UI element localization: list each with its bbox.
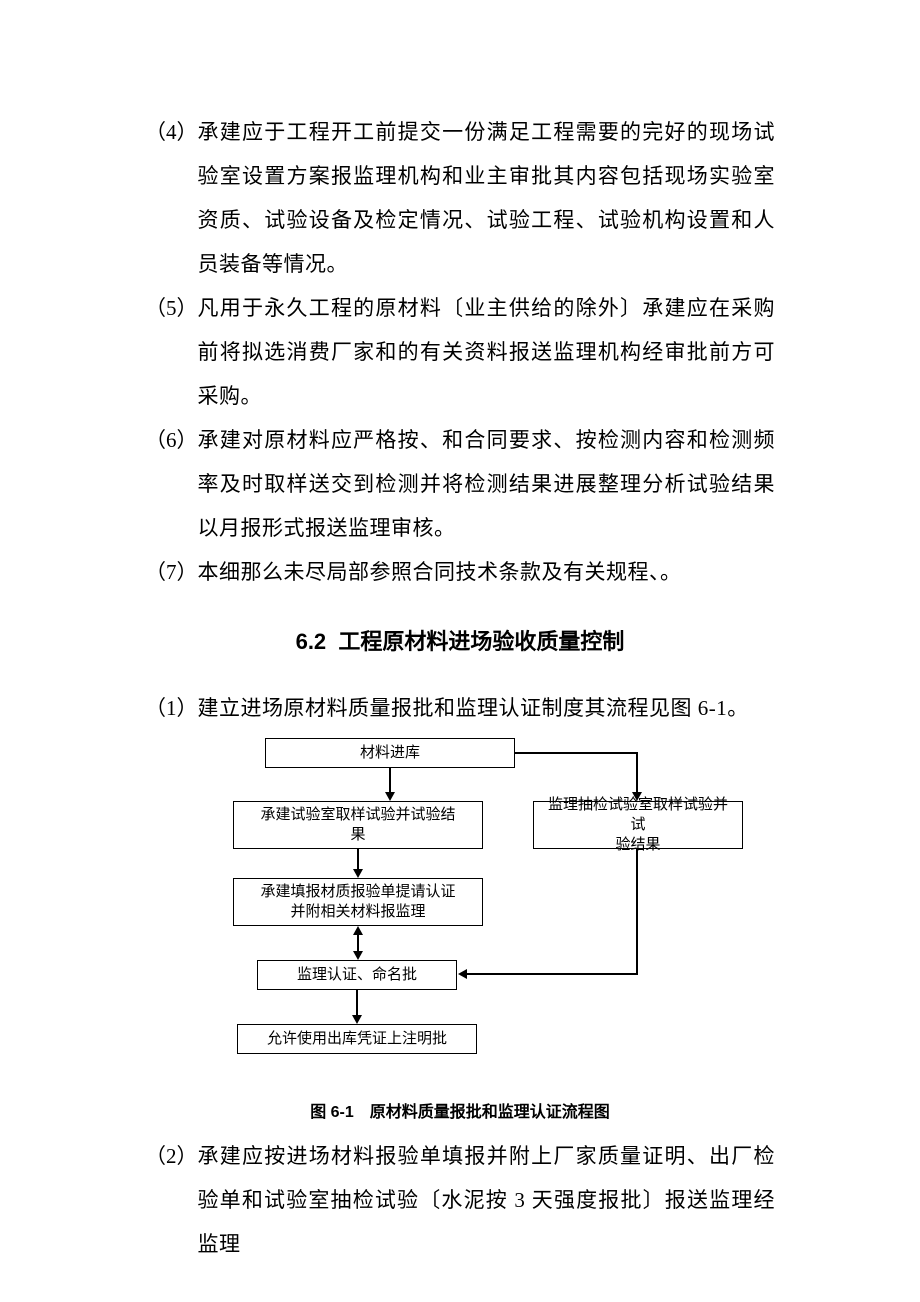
flow-node-2: 承建试验室取样试验并试验结果 — [233, 801, 483, 849]
para-num: （2） — [145, 1134, 198, 1266]
paragraph-4: （4） 承建应于工程开工前提交一份满足工程需要的完好的现场试验室设置方案报监理机… — [145, 110, 775, 286]
paragraph-list-2: （1） 建立进场原材料质量报批和监理认证制度其流程见图 6-1。 — [145, 686, 775, 730]
flow-edge — [357, 849, 359, 870]
para-num: （7） — [145, 550, 198, 594]
arrow-down-icon — [352, 1015, 362, 1024]
paragraph-list: （4） 承建应于工程开工前提交一份满足工程需要的完好的现场试验室设置方案报监理机… — [145, 110, 775, 594]
flowchart: 材料进库 承建试验室取样试验并试验结果 监理抽检试验室取样试验并试验结果 承建填… — [175, 738, 745, 1078]
paragraph-6: （6） 承建对原材料应严格按、和合同要求、按检测内容和检测频率及时取样送交到检测… — [145, 418, 775, 550]
flow-node-6: 允许使用出库凭证上注明批 — [237, 1024, 477, 1054]
arrow-down-icon — [385, 792, 395, 801]
flow-edge — [389, 768, 391, 793]
flow-edge — [515, 752, 638, 754]
para-num: （1） — [145, 686, 198, 730]
flow-node-1: 材料进库 — [265, 738, 515, 768]
para-text: 承建对原材料应严格按、和合同要求、按检测内容和检测频率及时取样送交到检测并将检测… — [198, 418, 776, 550]
arrow-down-icon — [632, 792, 642, 801]
para-text: 本细那么未尽局部参照合同技术条款及有关规程、。 — [198, 550, 682, 594]
para-text: 承建应于工程开工前提交一份满足工程需要的完好的现场试验室设置方案报监理机构和业主… — [198, 110, 776, 286]
paragraph-5: （5） 凡用于永久工程的原材料〔业主供给的除外〕承建应在采购前将拟选消费厂家和的… — [145, 286, 775, 418]
para-num: （6） — [145, 418, 198, 550]
arrow-down-icon — [353, 951, 363, 960]
para-text: 建立进场原材料质量报批和监理认证制度其流程见图 6-1。 — [198, 686, 749, 730]
paragraph-list-3: （2） 承建应按进场材料报验单填报并附上厂家质量证明、出厂检验单和试验室抽检试验… — [145, 1134, 775, 1266]
arrow-up-icon — [353, 926, 363, 935]
paragraph-3-2: （2） 承建应按进场材料报验单填报并附上厂家质量证明、出厂检验单和试验室抽检试验… — [145, 1134, 775, 1266]
flow-edge — [636, 752, 638, 793]
flow-edge — [356, 990, 358, 1016]
flow-node-3: 监理抽检试验室取样试验并试验结果 — [533, 801, 743, 849]
section-heading: www. .cn 6.2 工程原材料进场验收质量控制 — [145, 624, 775, 656]
paragraph-2-1: （1） 建立进场原材料质量报批和监理认证制度其流程见图 6-1。 — [145, 686, 775, 730]
para-text: 承建应按进场材料报验单填报并附上厂家质量证明、出厂检验单和试验室抽检试验〔水泥按… — [198, 1134, 776, 1266]
para-num: （5） — [145, 286, 198, 418]
arrow-left-icon — [458, 969, 467, 979]
arrow-down-icon — [353, 869, 363, 878]
flow-edge — [636, 849, 638, 974]
figure-caption: 图 6-1 原材料质量报批和监理认证流程图 — [145, 1098, 775, 1122]
paragraph-7: （7） 本细那么未尽局部参照合同技术条款及有关规程、。 — [145, 550, 775, 594]
flow-edge — [466, 973, 638, 975]
heading-number: 6.2 — [296, 629, 327, 654]
para-num: （4） — [145, 110, 198, 286]
heading-title: 工程原材料进场验收质量控制 — [338, 629, 624, 654]
para-text: 凡用于永久工程的原材料〔业主供给的除外〕承建应在采购前将拟选消费厂家和的有关资料… — [198, 286, 776, 418]
flow-node-5: 监理认证、命名批 — [257, 960, 457, 990]
flow-node-4: 承建填报材质报验单提请认证并附相关材料报监理 — [233, 878, 483, 926]
